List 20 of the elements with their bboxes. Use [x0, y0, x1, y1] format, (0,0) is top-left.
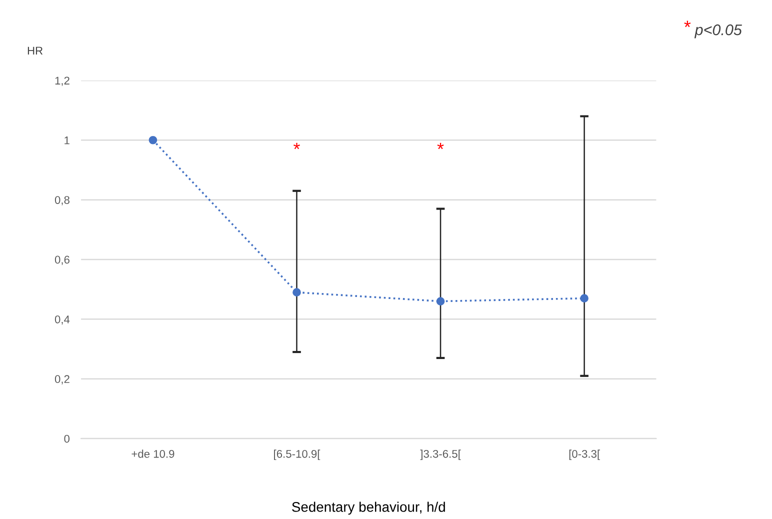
y-tick-label: 0,4	[54, 315, 70, 325]
y-tick-label: 0,2	[54, 375, 70, 384]
point	[292, 288, 301, 296]
x-tick-label: ]3.3-6.5[	[420, 450, 461, 460]
y-tick-label: 0	[64, 434, 70, 443]
point	[148, 136, 158, 144]
text: * p<0.05	[684, 20, 742, 38]
x-tick-label: [6.5-10.9[	[274, 450, 320, 460]
y-tick-label: 1	[64, 136, 70, 144]
y-axis-title: HR	[28, 46, 43, 54]
point	[436, 297, 445, 306]
point	[580, 294, 588, 302]
y-tick-label: 0,6	[54, 256, 70, 265]
x-tick-label: [0-3.3[	[569, 450, 600, 460]
x-axis-title: Sedentary behaviour, h/d	[292, 502, 445, 515]
annotation: *	[294, 142, 300, 150]
y-tick-label: 0,8	[54, 196, 70, 206]
annotation: *	[437, 142, 444, 150]
x-tick-label: +de 10.9	[132, 450, 174, 458]
y-tick-label: 1,2	[55, 76, 70, 86]
